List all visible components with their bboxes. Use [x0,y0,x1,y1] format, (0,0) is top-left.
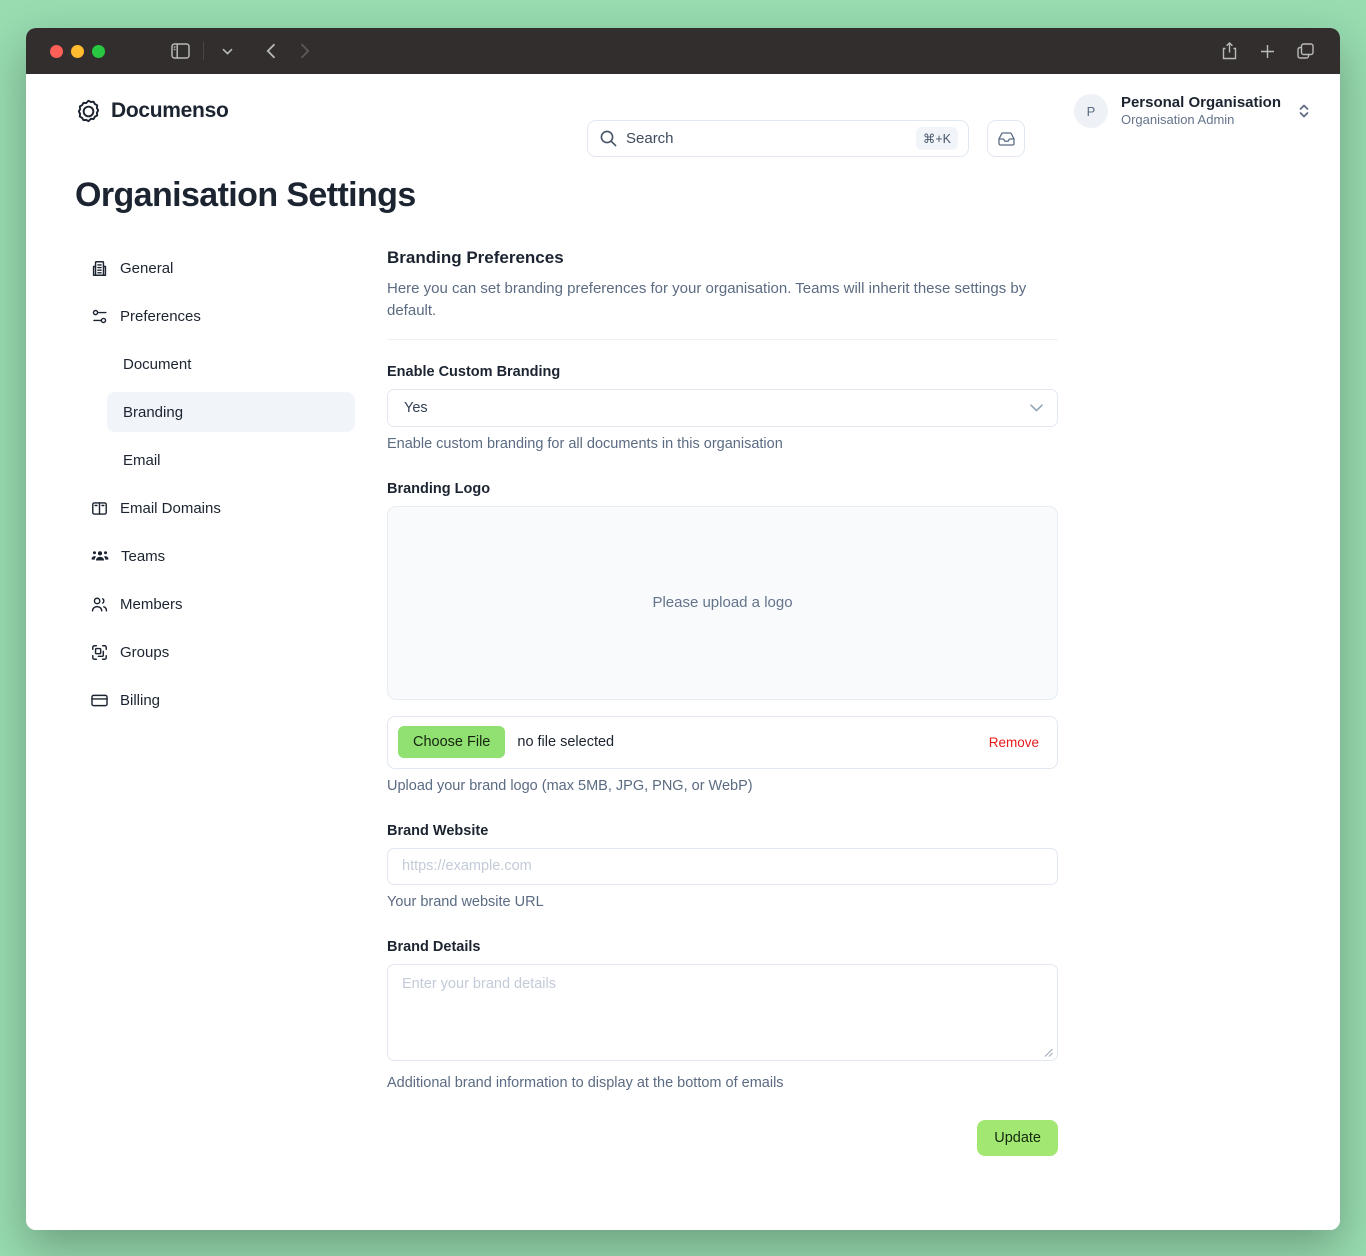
sidebar-item-billing[interactable]: Billing [75,680,355,720]
teams-icon [91,550,109,560]
forward-icon[interactable] [288,36,322,66]
section-description: Here you can set branding preferences fo… [387,280,1027,319]
brand-website-helper: Your brand website URL [387,893,544,910]
sidebar-item-label: Teams [121,547,166,565]
logo-file-input-row: Choose File no file selected Remove [387,715,1058,769]
sliders-icon [92,309,107,323]
enable-branding-label: Enable Custom Branding [387,363,561,380]
search-placeholder: Search [626,130,674,147]
logo-empty-text: Please upload a logo [652,594,793,611]
branding-logo-field: Branding Logo Please upload a logo Choos… [387,481,1058,794]
sidebar-item-preferences[interactable]: Preferences [75,296,355,336]
browser-window: Documenso Search ⌘+K P Personal Organisa… [26,28,1340,1230]
sidebar-item-label: Members [120,595,183,613]
sidebar-item-email-domains[interactable]: Email Domains [75,488,355,528]
branding-preferences-panel: Branding Preferences Here you can set br… [387,248,1058,1230]
sidebar-item-teams[interactable]: Teams [75,536,355,576]
groups-icon [92,644,107,660]
brand-website-field: Brand Website Your brand website URL [387,823,1058,910]
brand-details-field: Brand Details Additional brand informati… [387,939,1058,1091]
section-heading: Branding Preferences [387,248,564,267]
new-tab-icon[interactable] [1250,36,1284,66]
resize-handle-icon[interactable] [1044,1048,1053,1057]
sidebar-item-label: Branding [123,403,184,421]
brand-website-label: Brand Website [387,822,489,839]
building-icon [92,260,107,276]
share-icon[interactable] [1212,36,1246,66]
brand-website-input[interactable] [387,847,1058,885]
file-status-text: no file selected [517,734,615,750]
avatar: P [1073,94,1108,128]
inbox-button[interactable] [987,120,1025,157]
sidebar-item-groups[interactable]: Groups [75,632,355,672]
book-icon [92,501,107,515]
brand-name: Documenso [111,99,229,122]
enable-branding-select[interactable]: Yes [387,388,1058,427]
sidebar-item-label: Document [123,355,192,373]
sidebar-item-document[interactable]: Document [107,344,355,384]
minimize-window-button[interactable] [71,44,84,58]
enable-branding-value: Yes [404,399,428,416]
brand-details-textarea[interactable] [387,963,1058,1061]
sidebar-item-branding[interactable]: Branding [107,392,355,432]
documenso-app: Documenso Search ⌘+K P Personal Organisa… [26,74,1340,1230]
branding-logo-helper: Upload your brand logo (max 5MB, JPG, PN… [387,777,753,794]
search-input[interactable]: Search ⌘+K [587,120,969,157]
documenso-logo[interactable]: Documenso [75,98,229,125]
documenso-seal-icon [77,99,100,122]
browser-chrome [26,28,1340,74]
sidebar-toggle-icon[interactable] [163,36,197,66]
zoom-window-button[interactable] [92,44,105,58]
update-button[interactable]: Update [977,1119,1058,1156]
chrome-divider [203,42,204,60]
chevron-down-icon [1030,403,1043,411]
sidebar-item-members[interactable]: Members [75,584,355,624]
sidebar-item-label: Email Domains [120,499,221,517]
sidebar-item-label: General [120,259,174,277]
account-name: Personal Organisation [1120,93,1281,111]
chevron-up-down-icon [1299,104,1309,118]
account-role: Organisation Admin [1120,112,1235,128]
choose-file-button[interactable]: Choose File [398,726,506,758]
tab-group-chevron-icon[interactable] [210,36,244,66]
brand-details-label: Brand Details [387,938,481,955]
tab-overview-icon[interactable] [1288,36,1322,66]
credit-card-icon [91,694,108,706]
sidebar-item-label: Billing [120,691,161,709]
sidebar-item-label: Preferences [120,307,201,325]
back-icon[interactable] [254,36,288,66]
inbox-icon [997,131,1015,146]
brand-details-helper: Additional brand information to display … [387,1074,784,1091]
branding-logo-label: Branding Logo [387,480,491,497]
sidebar-item-general[interactable]: General [75,248,355,288]
close-window-button[interactable] [50,44,63,58]
search-shortcut-badge: ⌘+K [915,127,958,150]
sidebar-item-label: Groups [120,643,170,661]
sidebar-item-label: Email [123,451,161,469]
enable-branding-field: Enable Custom Branding Yes Enable custom… [387,364,1058,452]
search-icon [600,130,617,147]
logo-dropzone[interactable]: Please upload a logo [387,505,1058,700]
settings-sidebar: General Preferences Document Branding Em… [75,248,355,1230]
sidebar-item-email[interactable]: Email [107,440,355,480]
app-header: Documenso Search ⌘+K P Personal Organisa… [26,74,1340,157]
section-divider [387,338,1058,340]
traffic-lights [50,44,105,58]
enable-branding-helper: Enable custom branding for all documents… [387,435,783,452]
account-menu[interactable]: P Personal Organisation Organisation Adm… [1073,93,1310,129]
page-title: Organisation Settings [75,176,416,214]
remove-logo-button[interactable]: Remove [988,734,1039,750]
members-icon [91,597,108,612]
